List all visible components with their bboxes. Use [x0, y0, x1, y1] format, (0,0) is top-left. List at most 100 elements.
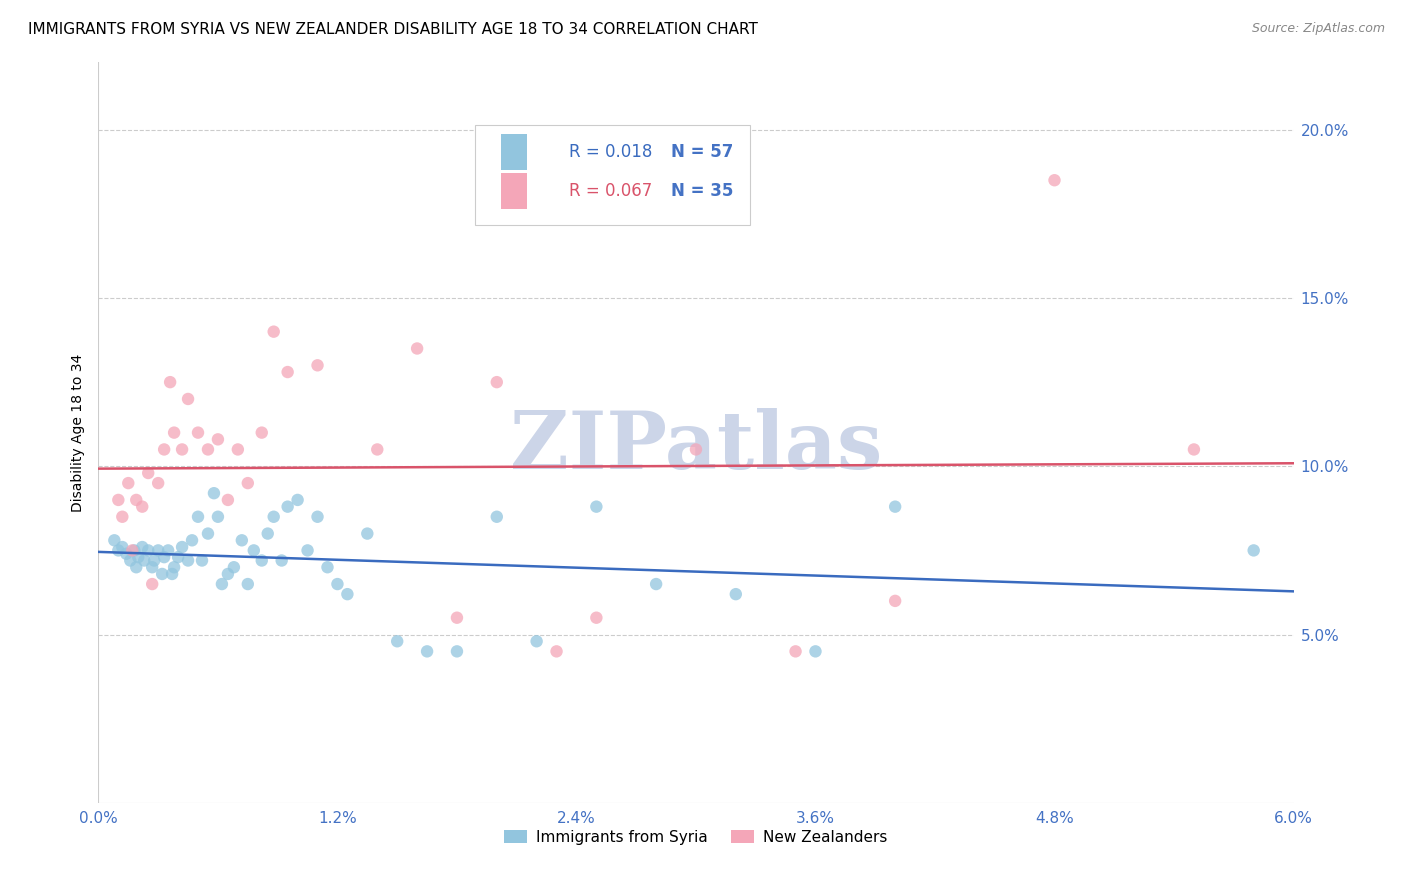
Point	[256, 526, 278, 541]
Point	[236, 577, 259, 591]
Text: N = 35: N = 35	[671, 182, 734, 201]
Point	[197, 526, 219, 541]
Point	[107, 492, 129, 507]
Point	[177, 392, 200, 406]
Point	[222, 560, 245, 574]
Point	[226, 442, 249, 457]
Point	[287, 492, 309, 507]
Text: R = 0.018: R = 0.018	[569, 143, 652, 161]
Point	[1043, 173, 1066, 187]
Point	[277, 500, 299, 514]
Point	[585, 500, 607, 514]
Point	[785, 644, 807, 658]
Point	[446, 644, 468, 658]
Point	[207, 433, 229, 447]
Point	[159, 375, 181, 389]
Point	[297, 543, 319, 558]
Point	[141, 560, 163, 574]
Point	[103, 533, 125, 548]
Point	[202, 486, 225, 500]
Point	[1243, 543, 1265, 558]
Point	[416, 644, 439, 658]
Point	[207, 509, 229, 524]
Text: R = 0.067: R = 0.067	[569, 182, 652, 201]
Point	[125, 492, 148, 507]
FancyBboxPatch shape	[501, 135, 527, 169]
Point	[546, 644, 568, 658]
Point	[217, 492, 239, 507]
Point	[326, 577, 349, 591]
Point	[127, 550, 149, 565]
Point	[356, 526, 378, 541]
Point	[150, 566, 173, 581]
Point	[136, 543, 159, 558]
Point	[366, 442, 388, 457]
Point	[148, 543, 170, 558]
FancyBboxPatch shape	[475, 126, 749, 226]
Point	[163, 425, 186, 440]
Point	[148, 476, 170, 491]
Point	[131, 500, 153, 514]
Point	[163, 560, 186, 574]
Point	[250, 553, 273, 567]
Point	[526, 634, 548, 648]
Point	[136, 466, 159, 480]
Point	[884, 594, 907, 608]
Point	[446, 610, 468, 624]
Point	[336, 587, 359, 601]
Point	[115, 547, 138, 561]
Point	[211, 577, 233, 591]
Point	[160, 566, 183, 581]
Point	[120, 553, 142, 567]
Point	[121, 543, 143, 558]
Point	[406, 342, 429, 356]
Point	[585, 610, 607, 624]
Point	[724, 587, 747, 601]
Point	[485, 509, 508, 524]
Point	[172, 442, 194, 457]
Point	[153, 442, 176, 457]
Point	[125, 560, 148, 574]
Point	[217, 566, 239, 581]
Text: IMMIGRANTS FROM SYRIA VS NEW ZEALANDER DISABILITY AGE 18 TO 34 CORRELATION CHART: IMMIGRANTS FROM SYRIA VS NEW ZEALANDER D…	[28, 22, 758, 37]
Point	[250, 425, 273, 440]
Point	[685, 442, 707, 457]
Point	[177, 553, 200, 567]
Y-axis label: Disability Age 18 to 34: Disability Age 18 to 34	[70, 353, 84, 512]
Point	[485, 375, 508, 389]
Point	[645, 577, 668, 591]
Point	[385, 634, 409, 648]
Point	[111, 509, 134, 524]
Text: ZIPatlas: ZIPatlas	[510, 409, 882, 486]
Point	[270, 553, 292, 567]
Point	[117, 476, 139, 491]
Text: N = 57: N = 57	[671, 143, 734, 161]
Point	[153, 550, 176, 565]
Point	[1182, 442, 1205, 457]
FancyBboxPatch shape	[501, 173, 527, 209]
Point	[143, 553, 166, 567]
Point	[236, 476, 259, 491]
Point	[243, 543, 266, 558]
Point	[263, 509, 285, 524]
Point	[157, 543, 180, 558]
Point	[316, 560, 339, 574]
Point	[141, 577, 163, 591]
Point	[131, 540, 153, 554]
Point	[167, 550, 190, 565]
Point	[804, 644, 827, 658]
Point	[263, 325, 285, 339]
Point	[107, 543, 129, 558]
Point	[187, 509, 209, 524]
Point	[181, 533, 204, 548]
Text: Source: ZipAtlas.com: Source: ZipAtlas.com	[1251, 22, 1385, 36]
Point	[884, 500, 907, 514]
Point	[172, 540, 194, 554]
Point	[277, 365, 299, 379]
Point	[197, 442, 219, 457]
Point	[124, 543, 146, 558]
Point	[231, 533, 253, 548]
Point	[111, 540, 134, 554]
Point	[134, 553, 156, 567]
Point	[307, 509, 329, 524]
